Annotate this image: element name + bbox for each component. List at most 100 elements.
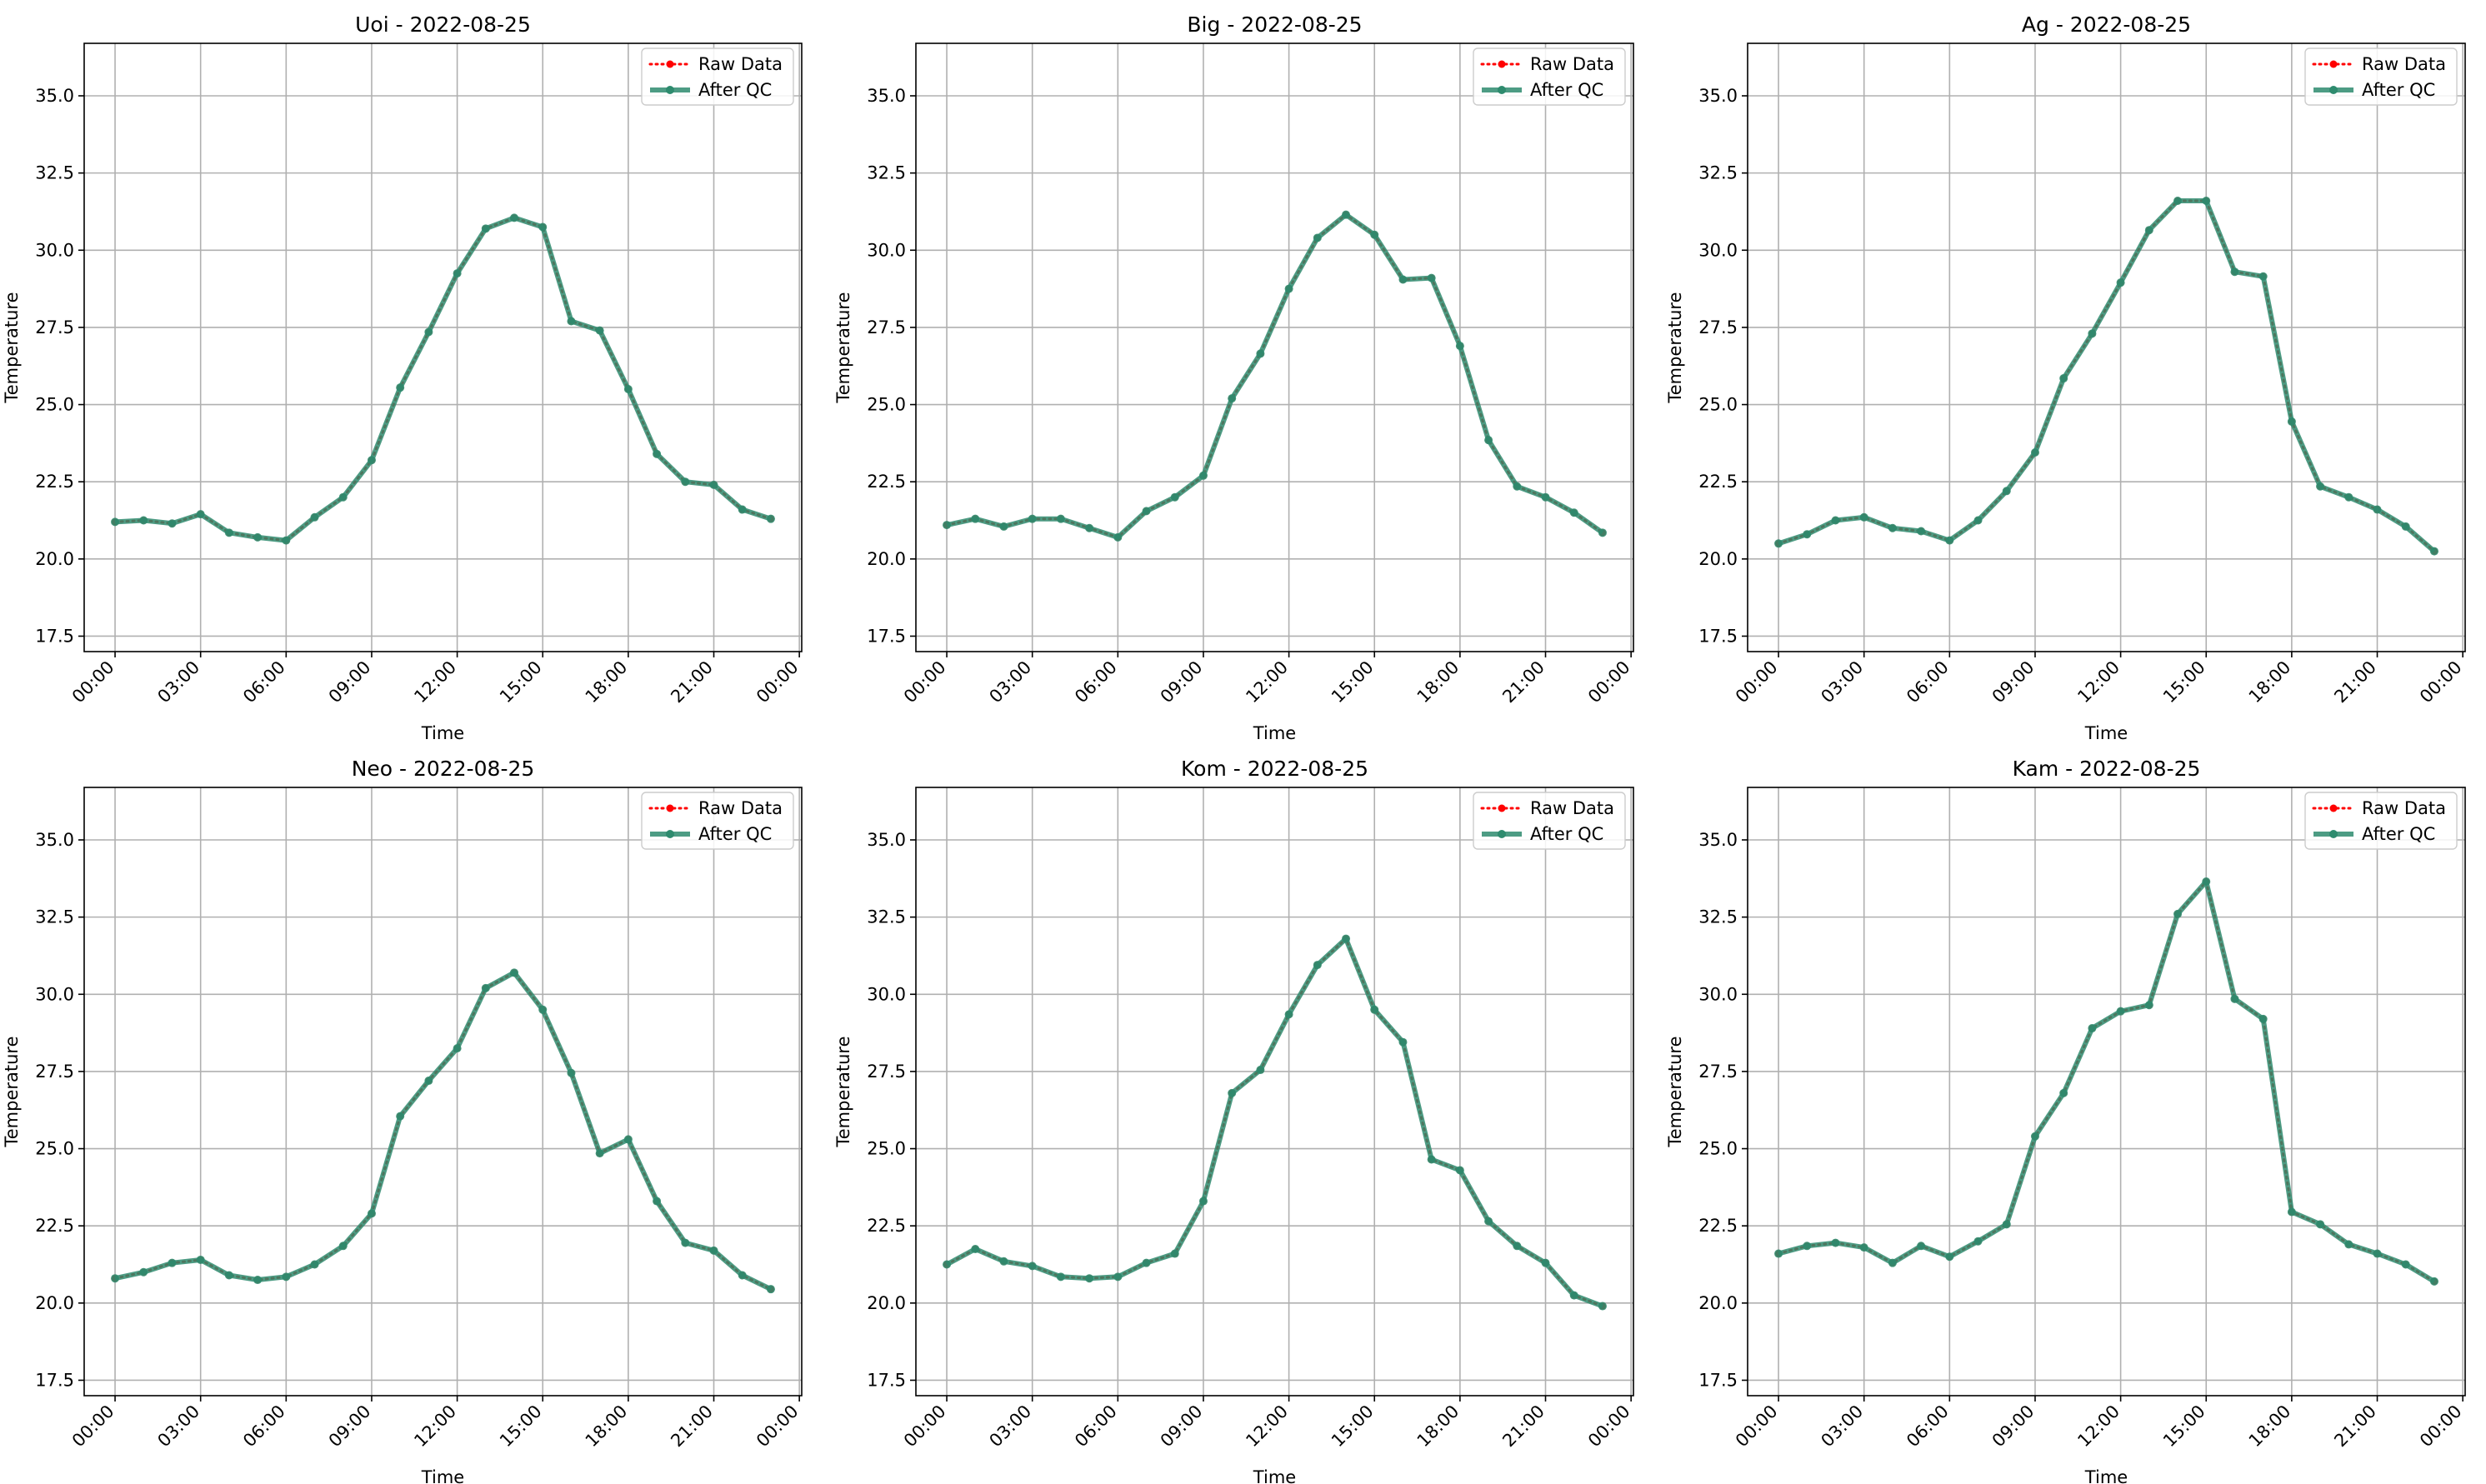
- after-qc-point: [1455, 342, 1464, 351]
- after-qc-point: [1598, 1302, 1607, 1311]
- x-tick-label: 09:00: [1988, 1402, 2038, 1452]
- y-tick-label: 35.0: [1698, 86, 1738, 106]
- y-tick-label: 17.5: [867, 1370, 906, 1390]
- x-tick-label: 03:00: [1817, 1402, 1867, 1452]
- after-qc-point: [2344, 1240, 2353, 1249]
- x-tick-label: 00:00: [68, 1402, 118, 1452]
- after-qc-point: [282, 536, 291, 545]
- after-qc-point: [2202, 877, 2211, 887]
- x-tick-label: 06:00: [1903, 1402, 1953, 1452]
- after-qc-point: [971, 514, 980, 523]
- x-tick-label: 15:00: [496, 657, 546, 707]
- after-qc-point: [1398, 275, 1408, 284]
- legend-qc-marker: [1498, 86, 1506, 94]
- x-tick-label: 15:00: [1328, 1402, 1378, 1452]
- after-qc-point: [2030, 447, 2039, 457]
- after-qc-point: [2316, 482, 2325, 491]
- axes-frame: [1747, 787, 2466, 1397]
- after-qc-point: [2173, 196, 2183, 205]
- after-qc-point: [1370, 1005, 1379, 1014]
- x-axis-label: Time: [2084, 1467, 2128, 1484]
- after-qc-point: [253, 532, 263, 542]
- y-tick-label: 30.0: [1698, 984, 1738, 1004]
- after-qc-point: [2373, 505, 2382, 514]
- after-qc-point: [1455, 1166, 1464, 1175]
- legend-qc-label: After QC: [2362, 80, 2435, 100]
- x-axis-label: Time: [421, 723, 464, 743]
- x-tick-label: 09:00: [1157, 657, 1207, 707]
- after-qc-point: [168, 519, 177, 528]
- y-tick-label: 22.5: [1698, 1216, 1738, 1236]
- after-qc-point: [1198, 1197, 1208, 1206]
- after-qc-point: [1198, 471, 1208, 480]
- after-qc-point: [338, 1242, 348, 1251]
- after-qc-point: [2116, 278, 2125, 287]
- after-qc-point: [1803, 1242, 1812, 1251]
- x-tick-label: 00:00: [1732, 657, 1782, 707]
- x-tick-label: 00:00: [900, 657, 950, 707]
- after-qc-point: [623, 385, 633, 394]
- after-qc-point: [139, 1267, 148, 1277]
- x-tick-label: 21:00: [1498, 657, 1548, 707]
- y-tick-label: 25.0: [1698, 395, 1738, 415]
- y-tick-label: 25.0: [867, 1139, 906, 1159]
- after-qc-point: [1888, 523, 1897, 532]
- after-qc-point: [168, 1258, 177, 1267]
- y-tick-label: 32.5: [35, 163, 74, 183]
- after-qc-point: [999, 1257, 1008, 1266]
- after-qc-point: [1142, 507, 1151, 516]
- raw-data-line: [1777, 199, 2436, 553]
- after-qc-point: [595, 326, 604, 335]
- after-qc-point: [367, 1209, 376, 1218]
- x-tick-label: 06:00: [1071, 657, 1121, 707]
- x-tick-label: 00:00: [753, 1402, 803, 1452]
- x-tick-label: 00:00: [2416, 657, 2466, 707]
- chart-title: Kom - 2022-08-25: [1181, 757, 1368, 781]
- y-axis-label: Temperature: [2, 292, 22, 403]
- chart-title: Big - 2022-08-25: [1187, 12, 1362, 37]
- after-qc-point: [738, 505, 747, 514]
- after-qc-point: [766, 514, 775, 523]
- after-qc-point: [1342, 934, 1351, 943]
- x-tick-label: 18:00: [582, 1402, 632, 1452]
- after-qc-point: [111, 1274, 120, 1283]
- after-qc-point: [2059, 374, 2068, 383]
- x-tick-label: 21:00: [667, 1402, 717, 1452]
- legend-raw-label: Raw Data: [1530, 54, 1614, 74]
- after-qc-point: [396, 1112, 405, 1121]
- x-tick-label: 12:00: [1242, 657, 1292, 707]
- legend-qc-label: After QC: [1530, 824, 1603, 844]
- raw-data-line: [113, 971, 773, 1291]
- raw-data-line: [1777, 878, 2436, 1283]
- after-qc-point: [1284, 1010, 1293, 1019]
- x-tick-label: 12:00: [2073, 1402, 2123, 1452]
- legend-raw-label: Raw Data: [2362, 54, 2446, 74]
- after-qc-point: [2287, 1207, 2296, 1217]
- after-qc-point: [1056, 1272, 1065, 1282]
- after-qc-point: [1313, 961, 1322, 970]
- y-tick-label: 17.5: [867, 626, 906, 646]
- after-qc-point: [681, 477, 690, 487]
- y-axis-label: Temperature: [833, 1036, 853, 1147]
- after-qc-point: [1917, 527, 1926, 536]
- x-tick-label: 00:00: [1732, 1402, 1782, 1452]
- y-tick-label: 27.5: [867, 317, 906, 337]
- after-qc-point: [567, 317, 576, 326]
- y-tick-label: 32.5: [1698, 163, 1738, 183]
- after-qc-point: [1917, 1242, 1926, 1251]
- after-qc-point: [2258, 272, 2268, 281]
- y-tick-label: 17.5: [35, 1370, 74, 1390]
- legend-raw-label: Raw Data: [1530, 798, 1614, 818]
- y-tick-label: 27.5: [35, 317, 74, 337]
- after-qc-point: [338, 492, 348, 502]
- after-qc-point: [2173, 909, 2183, 918]
- after-qc-point: [2030, 1132, 2039, 1141]
- after-qc-point: [1085, 1274, 1094, 1283]
- after-qc-line: [945, 936, 1603, 1309]
- after-qc-point: [2401, 1260, 2410, 1269]
- x-tick-label: 12:00: [410, 657, 460, 707]
- y-tick-label: 30.0: [867, 240, 906, 260]
- after-qc-point: [1774, 539, 1783, 548]
- y-tick-label: 32.5: [1698, 907, 1738, 927]
- y-axis-label: Temperature: [1665, 292, 1685, 403]
